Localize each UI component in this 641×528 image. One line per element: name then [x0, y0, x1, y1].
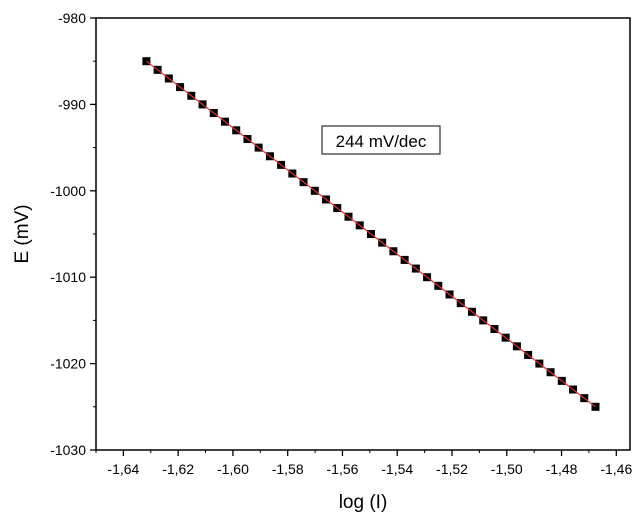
y-axis-label: E (mV)	[12, 204, 33, 263]
x-tick-label: -1,50	[491, 461, 523, 477]
x-axis: -1,64 -1,62 -1,60 -1,58 -1,56 -1,54 -1,52 -1,50…	[95, 450, 632, 477]
x-tick-label: -1,52	[436, 461, 468, 477]
y-tick-label: -1010	[50, 269, 86, 285]
y-tick-label: -980	[58, 10, 86, 26]
x-tick-label: -1,64	[107, 461, 139, 477]
x-tick-label: -1,46	[600, 461, 632, 477]
x-axis-label: log (I)	[339, 492, 388, 513]
plot-frame	[95, 17, 631, 451]
annotation-box	[321, 125, 441, 155]
x-tick-label: -1,54	[381, 461, 413, 477]
x-tick-label: -1,60	[217, 461, 249, 477]
x-tick-label: -1,58	[272, 461, 304, 477]
x-tick-label: -1,48	[546, 461, 578, 477]
fit-line-group	[146, 60, 596, 408]
y-tick-label: -1030	[50, 442, 86, 458]
y-tick-label: -990	[58, 96, 86, 112]
x-tick-label: -1,62	[162, 461, 194, 477]
y-axis: -980 -990 -1000 -1010 -1020 -1030	[50, 10, 96, 458]
annotation-text: 244 mV/dec	[336, 132, 427, 151]
y-tick-label: -1000	[50, 183, 86, 199]
data-point	[142, 57, 151, 66]
y-tick-label: -1020	[50, 356, 86, 372]
fit-line	[146, 60, 596, 408]
x-tick-label: -1,56	[327, 461, 359, 477]
